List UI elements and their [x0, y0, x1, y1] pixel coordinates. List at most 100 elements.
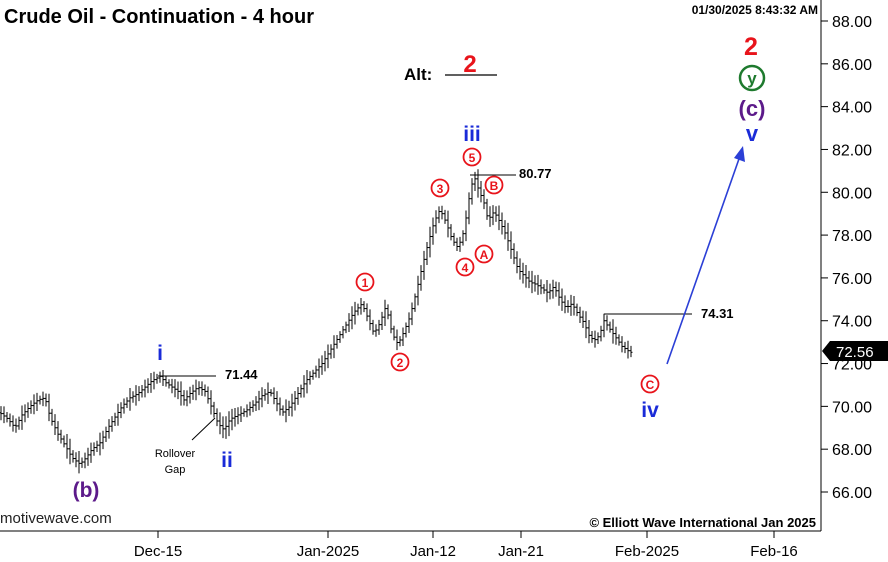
- wave-i: i: [157, 342, 163, 365]
- ohlc-bar: [23, 404, 27, 423]
- ohlc-bar: [92, 442, 96, 456]
- ohlc-bar: [272, 387, 276, 405]
- ohlc-bar: [431, 217, 435, 245]
- svg-text:B: B: [490, 179, 499, 193]
- ohlc-bar: [5, 411, 9, 423]
- ohlc-bar: [17, 416, 21, 430]
- ohlc-bar: [221, 416, 225, 439]
- svg-text:3: 3: [437, 182, 444, 196]
- ohlc-bar: [449, 224, 453, 241]
- ohlc-bar: [293, 390, 297, 411]
- ohlc-bar: [500, 212, 504, 235]
- ohlc-bar: [257, 390, 261, 411]
- ohlc-bar: [305, 370, 309, 394]
- ohlc-bar: [263, 388, 267, 401]
- ohlc-bar: [236, 407, 240, 425]
- ohlc-bar: [575, 303, 579, 317]
- circle-label-4: 4: [455, 257, 475, 277]
- ohlc-bar: [335, 335, 339, 349]
- ohlc-bar: [116, 403, 120, 426]
- ohlc-bar: [242, 408, 246, 417]
- ohlc-bar: [176, 381, 180, 400]
- ohlc-bar: [197, 381, 201, 396]
- ohlc-bar: [596, 332, 600, 345]
- ohlc-bar: [155, 373, 159, 384]
- ohlc-bar: [629, 345, 633, 358]
- svg-text:1: 1: [362, 276, 369, 290]
- alt-label: Alt:: [404, 65, 432, 84]
- ohlc-bar: [287, 400, 291, 417]
- ohlc-bar: [593, 330, 597, 348]
- wave-v: v: [746, 121, 759, 146]
- ohlc-bar: [80, 457, 84, 468]
- ohlc-bar: [302, 375, 306, 398]
- circle-label-1: 1: [355, 272, 375, 292]
- circle-label-2: 2: [390, 352, 410, 372]
- ohlc-bar: [68, 438, 72, 465]
- ohlc-bar: [41, 391, 45, 407]
- ohlc-bar: [359, 297, 363, 315]
- wave-2-top: 2: [744, 33, 758, 61]
- ohlc-bar: [344, 321, 348, 334]
- ohlc-bar: [563, 295, 567, 314]
- ohlc-bar: [266, 382, 270, 405]
- y-tick-label: 86.00: [832, 57, 872, 74]
- svg-text:4: 4: [462, 261, 469, 275]
- circle-label-5: 5: [462, 147, 482, 167]
- ohlc-bar: [386, 304, 390, 320]
- ohlc-bar: [251, 400, 255, 413]
- y-tick-label: 80.00: [832, 185, 872, 202]
- ohlc-bar: [275, 391, 279, 412]
- ohlc-bar: [215, 408, 219, 427]
- ohlc-bar: [104, 426, 108, 442]
- ohlc-bar: [224, 416, 228, 439]
- ohlc-bar: [416, 275, 420, 306]
- circle-label-A: A: [474, 244, 494, 264]
- ohlc-bar: [338, 331, 342, 343]
- ohlc-bar: [614, 326, 618, 345]
- ohlc-bar: [227, 411, 231, 437]
- ohlc-bar: [134, 385, 138, 406]
- ohlc-bar: [356, 303, 360, 316]
- ohlc-bar: [20, 405, 24, 430]
- ohlc-bar: [173, 379, 177, 398]
- ohlc-bar: [98, 432, 102, 456]
- ohlc-bar: [107, 419, 111, 439]
- ohlc-bar: [470, 178, 474, 205]
- ohlc-bar: [44, 393, 48, 407]
- ohlc-bar: [248, 401, 252, 416]
- ohlc-bar: [554, 281, 558, 297]
- svg-text:C: C: [646, 378, 655, 392]
- ohlc-bar: [89, 442, 93, 463]
- ohlc-bar: [557, 282, 561, 306]
- ohlc-bar: [392, 325, 396, 341]
- ohlc-bar: [56, 421, 60, 441]
- ohlc-bar: [626, 340, 630, 359]
- ohlc-bar: [548, 283, 552, 300]
- ohlc-bar: [14, 418, 18, 433]
- ohlc-bar: [71, 450, 75, 463]
- ohlc-bar: [77, 450, 81, 474]
- ohlc-bar: [455, 237, 459, 252]
- ohlc-bar: [203, 384, 207, 397]
- ohlc-bar: [608, 321, 612, 333]
- ohlc-bar: [164, 375, 168, 387]
- ohlc-bar: [29, 400, 33, 414]
- ohlc-bar: [326, 344, 330, 369]
- ohlc-bar: [410, 302, 414, 326]
- ohlc-bar: [497, 205, 501, 231]
- ohlc-bar: [551, 279, 555, 299]
- ohlc-bar: [245, 404, 249, 418]
- ohlc-bar: [143, 379, 147, 398]
- ohlc-bar: [128, 388, 132, 411]
- ohlc-bar: [218, 412, 222, 435]
- ohlc-bar: [578, 306, 582, 323]
- y-tick-label: 76.00: [832, 271, 872, 288]
- ohlc-bar: [182, 390, 186, 406]
- ohlc-bar: [299, 384, 303, 398]
- ohlc-bar: [509, 231, 513, 259]
- ohlc-bar: [404, 322, 408, 338]
- ohlc-bar: [377, 319, 381, 335]
- ohlc-bar: [419, 265, 423, 291]
- ohlc-bar: [395, 329, 399, 351]
